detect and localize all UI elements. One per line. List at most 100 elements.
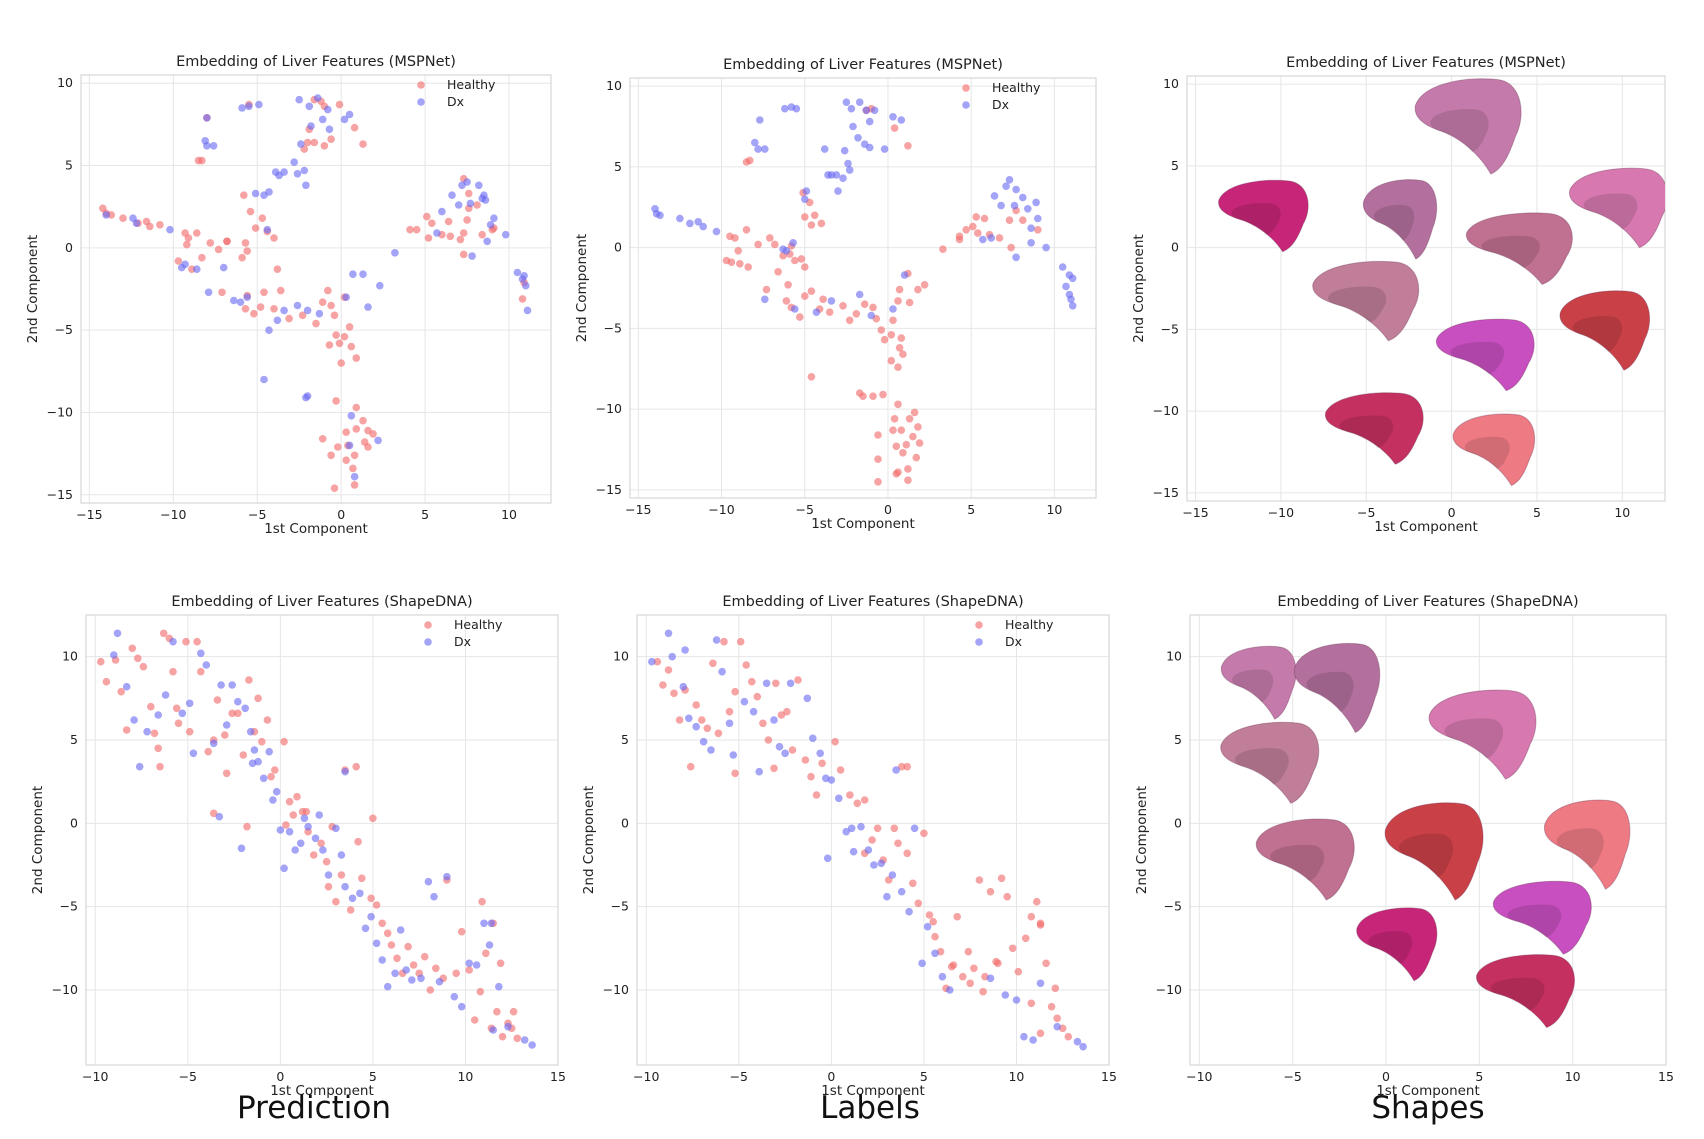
healthy-point — [766, 234, 774, 242]
healthy-point — [463, 216, 471, 224]
plot-frame — [1186, 75, 1666, 502]
healthy-point — [894, 839, 902, 848]
chart-mspnet-labels: −15 −10 −5 0 5 10 −15 −10 −5 0 5 10 Embedding of Liv… — [574, 57, 1097, 532]
legend: Healthy Dx — [962, 80, 1041, 112]
healthy-point — [332, 331, 340, 339]
liver-body — [1476, 954, 1576, 1029]
healthy-point — [234, 709, 242, 718]
dx-point — [391, 969, 399, 978]
healthy-point — [664, 666, 673, 674]
healthy-point — [369, 430, 377, 438]
healthy-point — [156, 221, 164, 229]
liver-shading — [1327, 286, 1387, 323]
y-tick-label: 10 — [606, 78, 622, 93]
liver-body — [1312, 260, 1420, 342]
healthy-point — [412, 225, 421, 234]
legend-marker — [417, 98, 425, 106]
dx-point — [946, 986, 954, 994]
x-tick-label: −15 — [76, 507, 102, 522]
healthy-point — [387, 941, 396, 949]
liver-body — [1414, 78, 1522, 175]
plot-frame — [629, 77, 1097, 499]
x-tick-label: −5 — [179, 1069, 197, 1084]
dx-point — [789, 239, 797, 247]
dx-point — [269, 796, 277, 804]
dx-point — [356, 889, 364, 898]
x-tick-label: 5 — [1533, 505, 1541, 520]
healthy-point — [966, 979, 974, 988]
legend-label: Dx — [454, 634, 471, 649]
healthy-point — [470, 1016, 479, 1024]
caption-labels: Labels — [820, 1090, 920, 1126]
x-axis-label: 1st Component — [821, 1083, 925, 1099]
healthy-point — [97, 657, 105, 666]
healthy-point — [986, 887, 995, 896]
healthy-point — [853, 799, 862, 808]
dx-point — [325, 125, 334, 134]
dx-point — [923, 922, 932, 931]
healthy-point — [807, 221, 816, 229]
x-tick-label: 5 — [1475, 1069, 1483, 1084]
healthy-point — [1021, 934, 1030, 943]
healthy-point — [874, 431, 882, 439]
dx-point — [889, 113, 897, 121]
dx-point — [990, 192, 999, 200]
healthy-point — [962, 226, 970, 234]
dx-point — [122, 682, 131, 691]
healthy-point — [825, 308, 834, 317]
dx-point — [260, 375, 268, 384]
chart-title: Embedding of Liver Features (ShapeDNA) — [722, 594, 1023, 610]
dx-point — [313, 94, 322, 102]
dx-point — [291, 846, 300, 854]
dx-point — [865, 143, 874, 152]
healthy-point — [939, 245, 947, 253]
healthy-point — [280, 737, 288, 746]
healthy-point — [325, 341, 334, 349]
dx-point — [1027, 224, 1035, 232]
dx-point — [1029, 1036, 1037, 1044]
healthy-point — [238, 253, 246, 262]
healthy-point — [698, 716, 706, 724]
healthy-point — [159, 629, 168, 638]
healthy-point — [784, 281, 792, 289]
liver-shape-10 — [1452, 413, 1536, 487]
dx-point — [166, 225, 174, 234]
x-tick-label: −5 — [730, 1069, 748, 1084]
dx-point — [849, 847, 858, 856]
healthy-point — [762, 285, 771, 294]
dx-point — [450, 992, 459, 1001]
y-axis-label: 2nd Component — [574, 234, 590, 342]
healthy-point — [1036, 1029, 1045, 1038]
liver-shape-4 — [1220, 721, 1320, 804]
dx-point — [154, 711, 162, 719]
liver-shape-7 — [1435, 318, 1535, 392]
legend-marker — [424, 638, 432, 646]
healthy-point — [444, 217, 453, 226]
dx-point — [707, 746, 715, 754]
healthy-point — [731, 769, 739, 778]
healthy-point — [860, 300, 869, 309]
y-tick-label: −10 — [596, 401, 622, 416]
liver-shading — [1231, 669, 1274, 703]
healthy-point — [959, 972, 967, 981]
liver-body — [1218, 179, 1309, 253]
x-tick-label: 10 — [1565, 1069, 1581, 1084]
healthy-point — [974, 229, 982, 237]
dx-point — [285, 827, 294, 836]
dx-point — [1012, 253, 1020, 262]
healthy-point — [102, 677, 111, 686]
marks — [651, 98, 1077, 486]
healthy-point — [345, 323, 354, 331]
dx-point — [293, 301, 302, 310]
dx-point — [350, 472, 359, 481]
healthy-point — [887, 356, 896, 365]
healthy-point — [1034, 226, 1042, 234]
healthy-point — [731, 687, 739, 696]
healthy-point — [406, 225, 414, 234]
dx-point — [809, 734, 817, 743]
dx-point — [345, 110, 354, 119]
dx-point — [337, 851, 346, 859]
dx-point — [664, 629, 673, 638]
dx-point — [486, 221, 495, 229]
legend-label: Dx — [1005, 634, 1022, 649]
